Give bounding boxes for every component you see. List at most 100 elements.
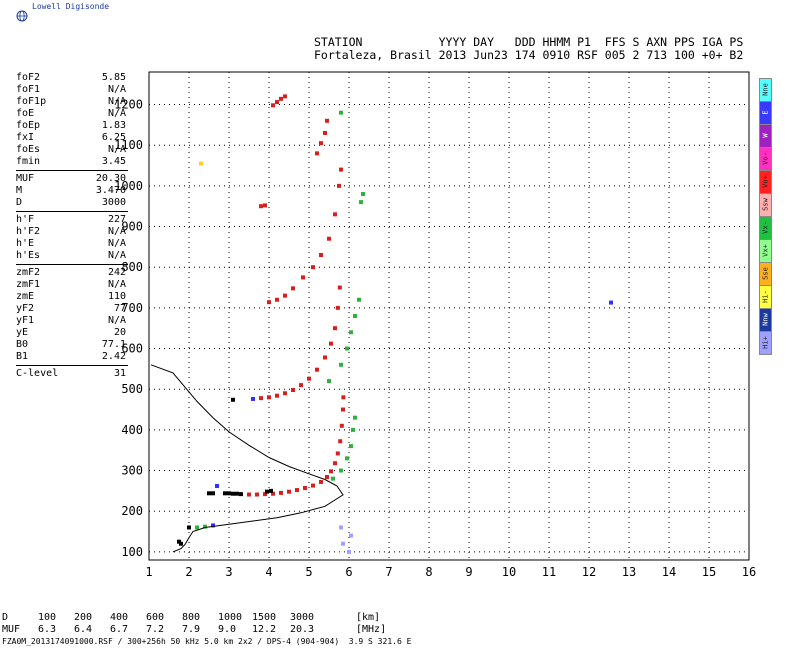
param-value: 110 xyxy=(107,291,126,302)
table-cell: [km] xyxy=(356,612,381,623)
echo-point xyxy=(231,397,235,402)
param-value: N/A xyxy=(107,250,126,261)
param-name: M xyxy=(16,185,23,196)
x-tick-label: 5 xyxy=(305,565,312,579)
param-row: yF2 77 xyxy=(16,303,128,315)
echo-point xyxy=(319,141,323,146)
param-row: zmE 110 xyxy=(16,291,128,303)
param-row: foEp 1.83 xyxy=(16,120,128,132)
echo-point xyxy=(211,491,215,496)
param-value: 3.470 xyxy=(95,185,126,196)
param-row: yF1 N/A xyxy=(16,315,128,327)
param-row: h'E N/A xyxy=(16,238,128,250)
table-cell: 1500 xyxy=(252,612,277,623)
echo-point xyxy=(339,110,343,115)
echo-point xyxy=(203,524,207,529)
x-tick-label: 4 xyxy=(265,565,272,579)
param-name: h'Es xyxy=(16,250,41,261)
echo-point xyxy=(283,391,287,396)
legend-label: Nne xyxy=(761,83,770,96)
echo-point xyxy=(199,161,203,166)
param-name: B0 xyxy=(16,339,29,350)
legend-swatch: W xyxy=(759,124,772,148)
y-tick-label: 400 xyxy=(121,423,143,437)
echo-point xyxy=(239,492,243,497)
param-value: 5.85 xyxy=(101,72,126,83)
x-tick-label: 7 xyxy=(385,565,392,579)
param-name: yF2 xyxy=(16,303,35,314)
table-cell: 800 xyxy=(182,612,201,623)
echo-point xyxy=(333,326,337,331)
param-separator xyxy=(16,264,128,265)
echo-point xyxy=(283,293,287,298)
param-value: N/A xyxy=(107,108,126,119)
table-cell: 6.4 xyxy=(74,624,93,635)
echo-point xyxy=(325,118,329,123)
param-value: 20.30 xyxy=(95,173,126,184)
param-value: N/A xyxy=(107,238,126,249)
echo-point xyxy=(345,346,349,351)
param-value: 3000 xyxy=(101,197,126,208)
echo-point xyxy=(195,525,199,530)
echo-point xyxy=(235,491,239,496)
param-name: foF1 xyxy=(16,84,41,95)
y-tick-label: 700 xyxy=(121,301,143,315)
table-cell: 7.9 xyxy=(182,624,201,635)
table-cell: 7.2 xyxy=(146,624,165,635)
legend-label: Nnw xyxy=(761,313,770,326)
param-row: yE 20 xyxy=(16,327,128,339)
param-row: fxI 6.25 xyxy=(16,132,128,144)
param-name: MUF xyxy=(16,173,35,184)
table-cell: 12.2 xyxy=(252,624,277,635)
param-name: yE xyxy=(16,327,29,338)
echo-point xyxy=(223,491,227,496)
legend-swatch: Hi- xyxy=(759,285,772,309)
param-name: C-level xyxy=(16,368,59,379)
param-row: foF1 N/A xyxy=(16,84,128,96)
x-tick-label: 6 xyxy=(345,565,352,579)
globe-icon xyxy=(16,10,28,22)
legend-swatch: Sse xyxy=(759,262,772,286)
param-name: B1 xyxy=(16,351,29,362)
x-tick-label: 1 xyxy=(145,565,152,579)
param-name: D xyxy=(16,197,23,208)
echo-point xyxy=(333,461,337,466)
legend-swatch: E xyxy=(759,101,772,125)
echo-point xyxy=(319,479,323,484)
param-value: N/A xyxy=(107,84,126,95)
legend-swatch: Hi+ xyxy=(759,331,772,355)
y-tick-label: 100 xyxy=(121,545,143,559)
echo-point xyxy=(295,488,299,493)
legend-label: Vo- xyxy=(761,152,770,165)
y-tick-label: 800 xyxy=(121,260,143,274)
param-row: h'Es N/A xyxy=(16,250,128,262)
echo-point xyxy=(265,489,269,494)
param-name: zmF1 xyxy=(16,279,41,290)
echo-point xyxy=(341,407,345,412)
y-tick-label: 500 xyxy=(121,382,143,396)
echo-point xyxy=(291,286,295,291)
echo-point xyxy=(345,456,349,461)
legend-label: Hi+ xyxy=(761,336,770,349)
legend-label: Vo+ xyxy=(761,175,770,188)
param-name: foF1p xyxy=(16,96,47,107)
param-separator xyxy=(16,170,128,171)
x-tick-label: 11 xyxy=(542,565,556,579)
echo-point xyxy=(287,489,291,494)
param-value: 1.83 xyxy=(101,120,126,131)
table-cell: 6.7 xyxy=(110,624,129,635)
table-cell: 6.3 xyxy=(38,624,57,635)
param-name: yF1 xyxy=(16,315,35,326)
legend-swatch: Vo- xyxy=(759,147,772,171)
echo-point xyxy=(335,305,340,310)
x-tick-label: 9 xyxy=(465,565,472,579)
echo-point xyxy=(335,451,340,456)
echo-point xyxy=(329,341,333,346)
row-label: D xyxy=(2,612,9,623)
echo-point xyxy=(311,483,315,488)
legend-label: E xyxy=(761,110,770,115)
echo-point xyxy=(361,192,365,196)
y-tick-label: 1000 xyxy=(114,179,143,193)
param-row: MUF 20.30 xyxy=(16,173,128,185)
